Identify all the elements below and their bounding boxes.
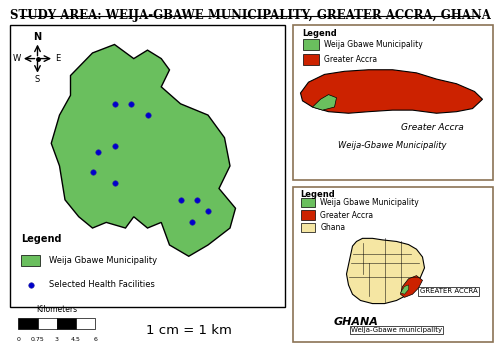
Text: Weija-Gbawe Municipality: Weija-Gbawe Municipality bbox=[338, 141, 447, 150]
Text: GHANA: GHANA bbox=[334, 317, 379, 327]
Bar bbox=[18, 318, 38, 329]
Text: 1 cm = 1 km: 1 cm = 1 km bbox=[146, 324, 232, 336]
Text: Legend: Legend bbox=[300, 190, 335, 199]
Bar bbox=[300, 198, 314, 207]
Polygon shape bbox=[300, 70, 482, 113]
Bar bbox=[302, 54, 318, 65]
Text: S: S bbox=[35, 75, 40, 84]
Text: 3: 3 bbox=[55, 337, 59, 342]
Text: Legend: Legend bbox=[302, 29, 337, 38]
Bar bbox=[38, 318, 57, 329]
Text: N: N bbox=[34, 32, 42, 42]
Text: Ghana: Ghana bbox=[320, 223, 345, 232]
Text: Legend: Legend bbox=[21, 234, 61, 244]
Text: Weija Gbawe Municipality: Weija Gbawe Municipality bbox=[48, 256, 156, 265]
Polygon shape bbox=[346, 238, 424, 304]
Text: Greater Accra: Greater Accra bbox=[401, 123, 464, 132]
Bar bbox=[300, 223, 314, 232]
Polygon shape bbox=[312, 95, 336, 110]
Text: Greater Accra: Greater Accra bbox=[324, 55, 378, 64]
Text: 0: 0 bbox=[16, 337, 20, 342]
Text: STUDY AREA: WEIJA-GBAWE MUNICIPALITY, GREATER ACCRA, GHANA: STUDY AREA: WEIJA-GBAWE MUNICIPALITY, GR… bbox=[10, 9, 490, 22]
Text: Selected Health Facilities: Selected Health Facilities bbox=[48, 280, 154, 289]
Bar bbox=[57, 318, 76, 329]
Text: GREATER ACCRA: GREATER ACCRA bbox=[420, 288, 478, 294]
Text: 0.75: 0.75 bbox=[30, 337, 44, 342]
Bar bbox=[300, 210, 314, 220]
Text: 4.5: 4.5 bbox=[71, 337, 81, 342]
Text: Weija Gbawe Municipality: Weija Gbawe Municipality bbox=[324, 40, 423, 49]
Text: W: W bbox=[13, 54, 21, 63]
Text: 6: 6 bbox=[94, 337, 97, 342]
Text: Greater Accra: Greater Accra bbox=[320, 210, 374, 220]
Text: Weija Gbawe Municipality: Weija Gbawe Municipality bbox=[320, 198, 419, 207]
Polygon shape bbox=[400, 285, 408, 294]
Polygon shape bbox=[52, 44, 236, 256]
Bar bbox=[302, 39, 318, 49]
Bar bbox=[21, 255, 40, 266]
Bar bbox=[76, 318, 96, 329]
Text: Kilometers: Kilometers bbox=[36, 305, 78, 314]
Text: E: E bbox=[56, 54, 61, 63]
Text: Weija-Gbawe municipality: Weija-Gbawe municipality bbox=[351, 327, 442, 333]
Polygon shape bbox=[400, 276, 422, 297]
